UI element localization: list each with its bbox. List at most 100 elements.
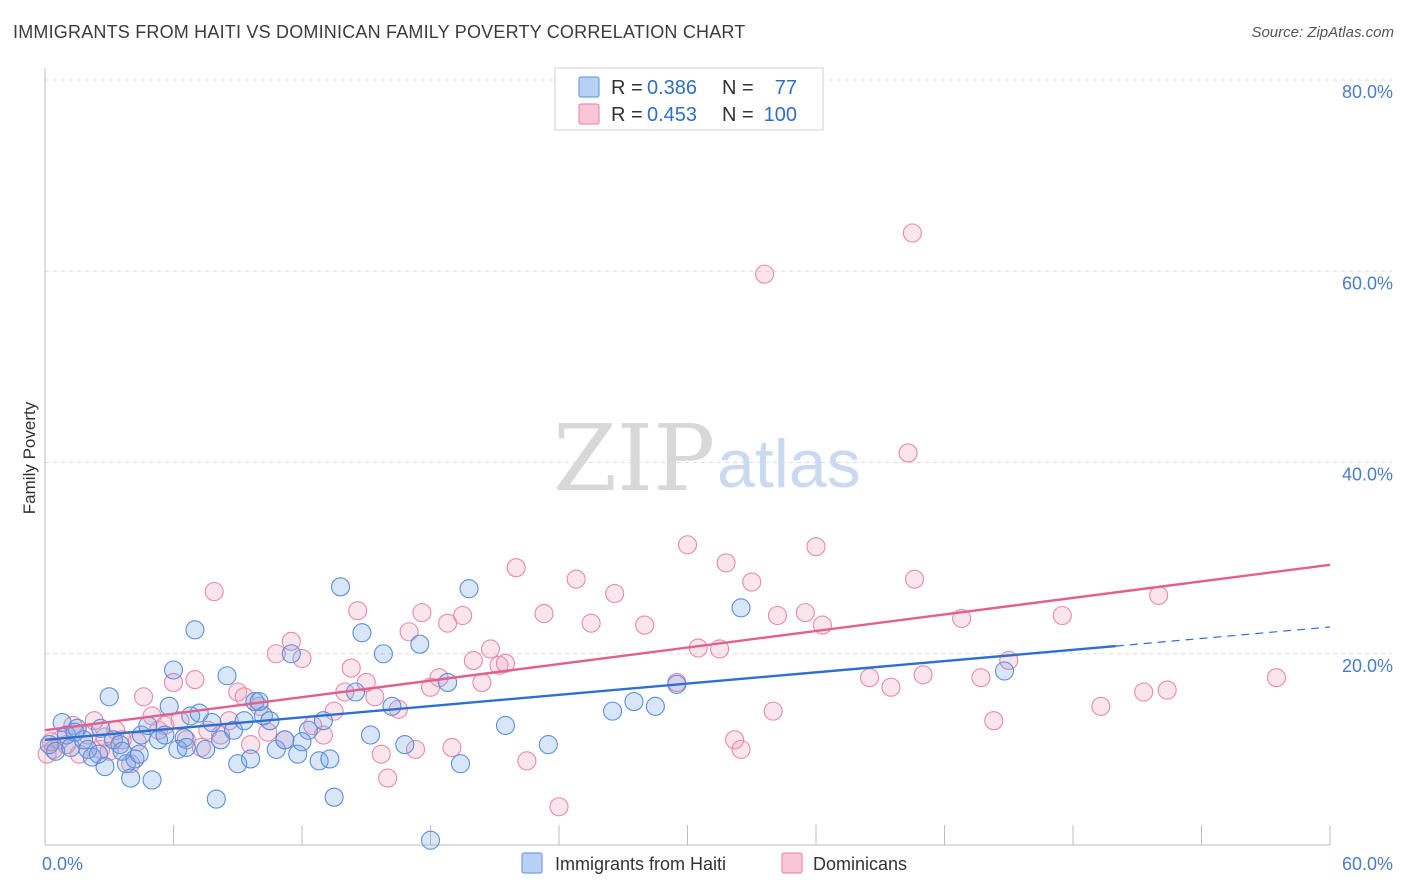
haiti-point xyxy=(99,687,119,707)
dominican-point xyxy=(1091,696,1111,716)
dominican-point xyxy=(566,569,586,589)
dominican-point xyxy=(266,644,286,664)
dominican-point xyxy=(549,797,569,817)
watermark: ZIP atlas xyxy=(553,405,861,512)
dominican-point xyxy=(763,701,783,721)
legend-swatch-dominicans xyxy=(578,103,600,125)
x-tick-labels: 0.0% 60.0% xyxy=(42,854,1393,874)
legend-swatch-haiti xyxy=(578,76,600,98)
y-tick-labels: 20.0% 40.0% 60.0% 80.0% xyxy=(1342,82,1393,676)
haiti-point xyxy=(95,757,115,777)
dominican-point xyxy=(438,613,458,633)
haiti-point xyxy=(602,701,623,721)
haiti-point xyxy=(373,644,393,664)
dominican-point xyxy=(480,639,501,659)
dominican-point xyxy=(412,603,432,623)
dominican-point xyxy=(605,583,625,604)
series-legend: Immigrants from Haiti Dominicans xyxy=(521,852,907,874)
dominican-point xyxy=(399,622,419,642)
dominican-point xyxy=(1052,605,1072,626)
dominican-point xyxy=(904,569,925,589)
dominican-point xyxy=(898,443,918,463)
haiti-point xyxy=(450,754,471,774)
legend-r-value-haiti: 0.386 xyxy=(647,77,697,99)
haiti-point xyxy=(994,661,1015,681)
dominican-point xyxy=(731,739,751,759)
dominican-point xyxy=(463,650,483,670)
y-axis-title: Family Poverty xyxy=(20,401,39,514)
haiti-point xyxy=(459,579,479,599)
dominican-point xyxy=(472,672,492,692)
haiti-point xyxy=(46,741,66,761)
dominican-point xyxy=(795,603,815,623)
dominican-point xyxy=(378,768,398,788)
haiti-point xyxy=(324,787,344,807)
haiti-point xyxy=(176,737,196,758)
dominican-point xyxy=(348,601,368,621)
haiti-point xyxy=(275,730,295,750)
dominican-point xyxy=(913,665,933,685)
haiti-point xyxy=(281,644,301,664)
haiti-point xyxy=(360,725,381,745)
haiti-point xyxy=(298,720,318,740)
dominican-point xyxy=(902,223,922,243)
dominican-point xyxy=(453,605,473,626)
dominican-point xyxy=(755,264,775,284)
haiti-point xyxy=(112,741,132,761)
chart-title: IMMIGRANTS FROM HAITI VS DOMINICAN FAMIL… xyxy=(13,22,746,42)
haiti-point xyxy=(202,713,222,733)
haiti-point xyxy=(211,730,231,750)
haiti-point xyxy=(330,577,351,597)
axes xyxy=(44,68,1331,846)
dominican-point xyxy=(341,658,361,678)
data-points xyxy=(37,223,1287,850)
legend-r-value-dominicans: 0.453 xyxy=(647,104,697,126)
haiti-point xyxy=(395,735,415,755)
haiti-point xyxy=(538,735,558,755)
dominican-point xyxy=(725,730,745,750)
dominican-point xyxy=(292,648,312,669)
haiti-point xyxy=(495,715,516,736)
haiti-point xyxy=(624,692,644,712)
haiti-point xyxy=(189,703,209,723)
dominican-point xyxy=(767,605,788,626)
correlation-legend: R = 0.386 N = 77 R = 0.453 N = 100 xyxy=(554,67,824,131)
haiti-point xyxy=(228,754,248,774)
haiti-point xyxy=(420,830,441,850)
dominican-point xyxy=(356,672,376,692)
dominican-point xyxy=(365,687,385,707)
dominican-point xyxy=(859,668,880,688)
haiti-trend-extension xyxy=(1115,626,1331,647)
dominican-point xyxy=(506,558,526,578)
haiti-point xyxy=(196,739,216,759)
watermark-atlas: atlas xyxy=(717,426,861,502)
dominican-point xyxy=(405,739,426,759)
haiti-point xyxy=(129,744,149,764)
legend-box xyxy=(554,67,824,131)
dominican-point xyxy=(241,735,261,755)
haiti-point xyxy=(223,720,244,740)
y-tick-label: 80.0% xyxy=(1342,82,1393,102)
dominican-point xyxy=(371,744,391,764)
dominican-point xyxy=(971,668,991,688)
bottom-legend-label-haiti: Immigrants from Haiti xyxy=(555,854,726,874)
legend-n-value-haiti: 77 xyxy=(775,77,797,99)
haiti-point xyxy=(292,732,312,752)
gridlines xyxy=(45,79,1392,655)
dominican-point xyxy=(635,615,655,635)
haiti-point xyxy=(320,749,340,769)
y-tick-label: 20.0% xyxy=(1342,656,1393,676)
haiti-point xyxy=(352,623,372,643)
haiti-point xyxy=(206,789,226,809)
dominican-point xyxy=(581,613,601,633)
haiti-point xyxy=(645,696,665,716)
haiti-point xyxy=(163,660,184,680)
y-tick-label: 60.0% xyxy=(1342,273,1393,293)
dominican-point xyxy=(984,711,1004,731)
haiti-point xyxy=(142,770,162,790)
haiti-point xyxy=(174,728,194,748)
dominican-trend-line xyxy=(44,563,1331,732)
haiti-point xyxy=(731,598,751,618)
haiti-trend-line xyxy=(44,644,1116,742)
watermark-zip: ZIP xyxy=(553,405,715,512)
